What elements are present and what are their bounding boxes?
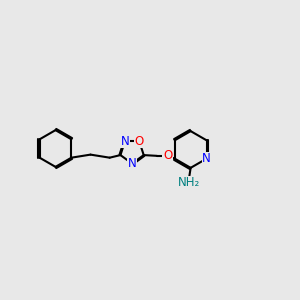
Text: O: O [163,149,172,162]
Text: O: O [135,135,144,148]
Text: N: N [202,152,211,165]
Text: NH₂: NH₂ [178,176,200,189]
Text: N: N [121,135,129,148]
Text: N: N [128,157,136,170]
